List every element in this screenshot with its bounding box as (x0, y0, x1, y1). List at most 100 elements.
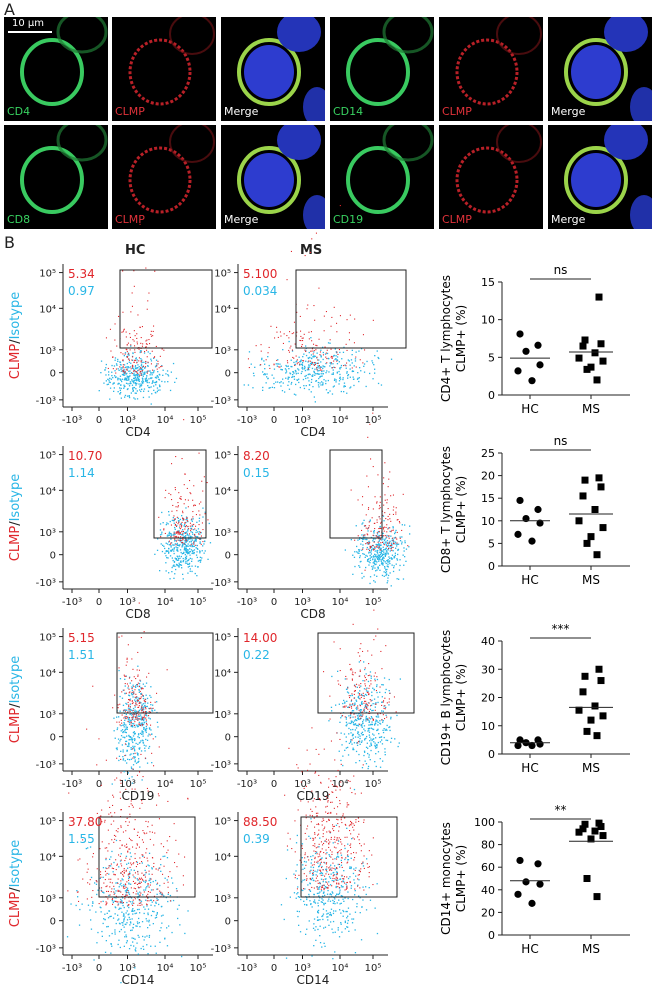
isotype-event (180, 555, 182, 558)
isotype-event (141, 377, 144, 379)
x-tick-label: 10⁴ (157, 779, 174, 790)
clmp-event (125, 331, 127, 333)
clmp-event (336, 796, 338, 798)
isotype-event (340, 364, 343, 367)
isotype-event (310, 903, 312, 905)
isotype-event (390, 557, 392, 559)
clmp-event (329, 339, 331, 341)
isotype-event (113, 365, 116, 367)
clmp-event (132, 892, 134, 894)
isotype-event (300, 360, 302, 363)
isotype-event (344, 678, 346, 680)
isotype-event (314, 870, 316, 872)
isotype-event (104, 369, 106, 371)
clmp-event (77, 891, 79, 893)
isotype-event (334, 898, 336, 900)
isotype-event (126, 368, 129, 370)
clmp-event (144, 706, 146, 708)
clmp-event (310, 821, 312, 823)
clmp-event (191, 528, 193, 530)
clmp-event (135, 693, 137, 695)
isotype-event (323, 927, 325, 929)
cell-membrane (20, 38, 84, 106)
isotype-event (129, 736, 131, 739)
x-tick-label: 10³ (119, 963, 136, 974)
isotype-event (176, 549, 178, 552)
isotype-event (129, 921, 132, 923)
isotype-event (87, 847, 89, 849)
clmp-event (384, 499, 386, 501)
isotype-event (302, 356, 304, 358)
isotype-event (137, 700, 139, 703)
clmp-event (159, 355, 161, 357)
isotype-event (186, 560, 189, 562)
isotype-event (105, 940, 107, 942)
isotype-event (267, 356, 269, 358)
isotype-event (148, 733, 150, 735)
isotype-event (333, 355, 335, 357)
clmp-event (377, 541, 379, 543)
clmp-event (120, 880, 122, 882)
isotype-event (360, 715, 362, 717)
isotype-event (383, 539, 386, 542)
isotype-event (187, 559, 189, 561)
clmp-event (157, 888, 159, 890)
clmp-event (137, 699, 139, 701)
isotype-event (347, 891, 349, 893)
isotype-event (141, 862, 143, 864)
isotype-event (348, 733, 350, 735)
clmp-event (304, 854, 306, 856)
isotype-event (382, 556, 384, 558)
isotype-event (132, 386, 134, 389)
isotype-event (308, 351, 310, 354)
isotype-event (125, 378, 128, 381)
isotype-event (145, 918, 147, 920)
isotype-event (336, 372, 338, 374)
isotype-event (366, 742, 368, 744)
isotype-event (376, 561, 378, 563)
clmp-event (135, 703, 137, 705)
clmp-event (132, 846, 134, 848)
isotype-event (144, 704, 146, 707)
clmp-event (280, 335, 282, 337)
clmp-event (344, 823, 346, 825)
clmp-event (122, 353, 124, 355)
isotype-event (138, 691, 140, 693)
isotype-event (125, 936, 128, 938)
isotype-event (373, 561, 375, 563)
isotype-event (122, 689, 124, 691)
isotype-event (361, 577, 363, 579)
isotype-event (325, 362, 327, 365)
isotype-event (327, 900, 329, 902)
clmp-event (126, 349, 128, 351)
clmp-event (141, 688, 143, 690)
isotype-event (106, 926, 108, 928)
isotype-event (314, 374, 316, 376)
clmp-event (372, 544, 374, 546)
isotype-event (105, 867, 107, 869)
clmp-event (128, 705, 130, 707)
isotype-event (335, 879, 337, 881)
clmp-event (184, 528, 186, 530)
clmp-event (348, 825, 350, 827)
clmp-event (322, 886, 324, 888)
clmp-event (153, 862, 155, 864)
isotype-event (358, 895, 360, 897)
isotype-event (130, 753, 132, 755)
isotype-event (151, 762, 153, 764)
clmp-event (311, 864, 313, 866)
isotype-event (396, 578, 398, 580)
micrograph-label: CLMP (115, 105, 145, 118)
isotype-event (104, 951, 107, 953)
isotype-event (386, 540, 389, 542)
isotype-event (363, 575, 365, 578)
clmp-event (381, 704, 383, 706)
isotype-event (123, 914, 125, 916)
isotype-event (174, 528, 176, 530)
clmp-event (203, 476, 205, 478)
isotype-event (119, 375, 122, 377)
isotype-event (122, 897, 124, 899)
clmp-event (327, 800, 329, 802)
clmp-event (323, 861, 325, 863)
